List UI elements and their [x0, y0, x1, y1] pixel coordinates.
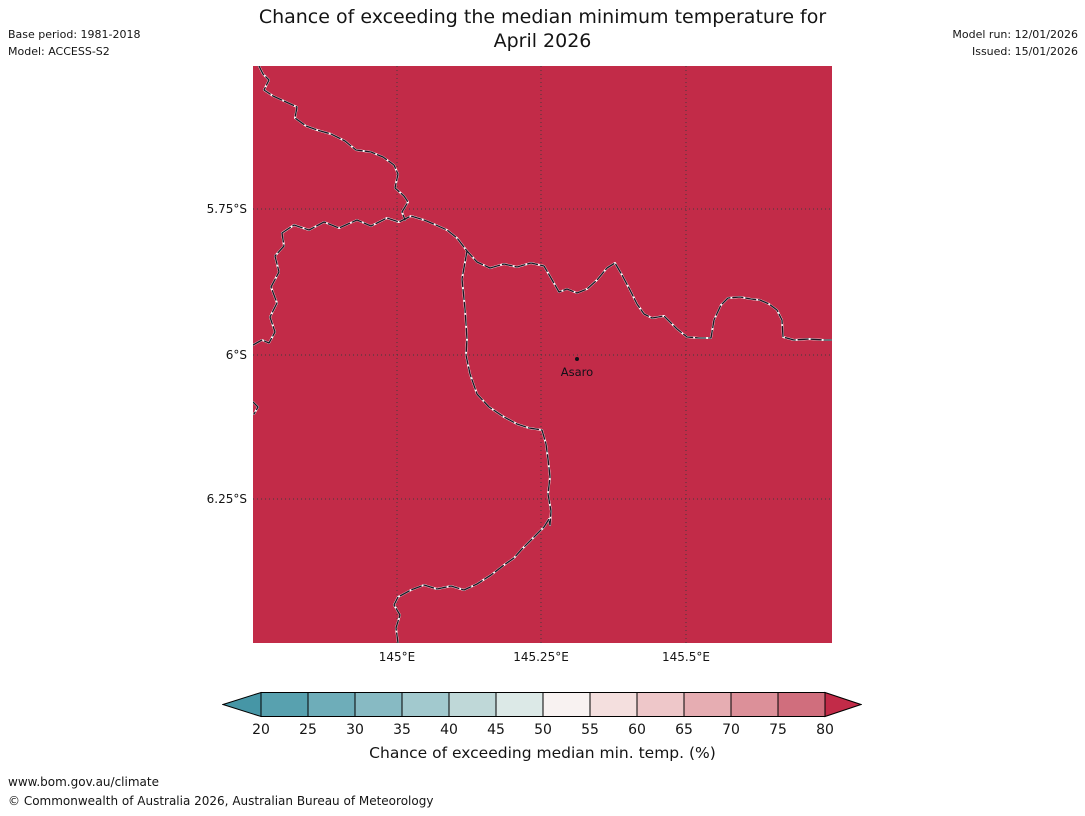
- asaro-place-label: Asaro: [561, 365, 593, 379]
- base-period-text: Base period: 1981-2018: [8, 28, 141, 41]
- colorbar-tick: 80: [816, 722, 834, 738]
- colorbar-tick: 20: [252, 722, 270, 738]
- colorbar-tick: 30: [346, 722, 364, 738]
- colorbar-tick: 45: [487, 722, 505, 738]
- footer-url: www.bom.gov.au/climate: [8, 775, 159, 789]
- colorbar-segment: [260, 692, 309, 717]
- colorbar-tick: 55: [581, 722, 599, 738]
- colorbar-segment: [636, 692, 685, 717]
- colorbar-segment: [495, 692, 544, 717]
- colorbar-tick: 50: [534, 722, 552, 738]
- model-text: Model: ACCESS-S2: [8, 45, 110, 59]
- graticule: [253, 66, 832, 643]
- x-axis-label: 145.25°E: [513, 650, 569, 664]
- colorbar-segment: [542, 692, 591, 717]
- colorbar-caption: Chance of exceeding median min. temp. (%…: [369, 744, 716, 762]
- colorbar-tick: 60: [628, 722, 646, 738]
- colorbar-tick: 75: [769, 722, 787, 738]
- y-axis-label: 6°S: [225, 348, 247, 362]
- colorbar-right-arrow: [824, 691, 862, 718]
- map-fill: [253, 66, 832, 643]
- colorbar-segment: [683, 692, 732, 717]
- header-meta-right: Model run: 12/01/2026 Issued: 15/01/2026: [952, 26, 1078, 60]
- colorbar-tick: 65: [675, 722, 693, 738]
- model-run-text: Model run: 12/01/2026: [952, 28, 1078, 41]
- colorbar-segment: [448, 692, 497, 717]
- map-area: Asaro: [252, 65, 833, 644]
- page-title-line2: April 2026: [493, 29, 592, 52]
- y-axis-label: 6.25°S: [206, 492, 247, 506]
- colorbar-segment: [401, 692, 450, 717]
- page-title-line1: Chance of exceeding the median minimum t…: [258, 6, 827, 28]
- colorbar-tick: 70: [722, 722, 740, 738]
- asaro-marker-dot: [575, 357, 579, 361]
- colorbar-tick: 25: [299, 722, 317, 738]
- page-title: Chance of exceeding the median minimum t…: [0, 6, 1085, 54]
- colorbar-tick: 40: [440, 722, 458, 738]
- x-axis-label: 145.5°E: [662, 650, 710, 664]
- colorbar: [222, 691, 862, 718]
- colorbar-left-arrow: [222, 691, 262, 718]
- colorbar-segment: [307, 692, 356, 717]
- header-meta-left: Base period: 1981-2018 Model: ACCESS-S2: [8, 26, 140, 60]
- issued-text: Issued: 15/01/2026: [971, 45, 1078, 59]
- colorbar-tick: 35: [393, 722, 411, 738]
- colorbar-segment: [589, 692, 638, 717]
- footer-copyright: © Commonwealth of Australia 2026, Austra…: [8, 794, 434, 808]
- x-axis-label: 145°E: [378, 650, 416, 664]
- y-axis-label: 5.75°S: [206, 202, 247, 216]
- colorbar-segment: [730, 692, 779, 717]
- colorbar-segment: [354, 692, 403, 717]
- colorbar-segment: [777, 692, 826, 717]
- map-canvas: Asaro: [252, 65, 833, 644]
